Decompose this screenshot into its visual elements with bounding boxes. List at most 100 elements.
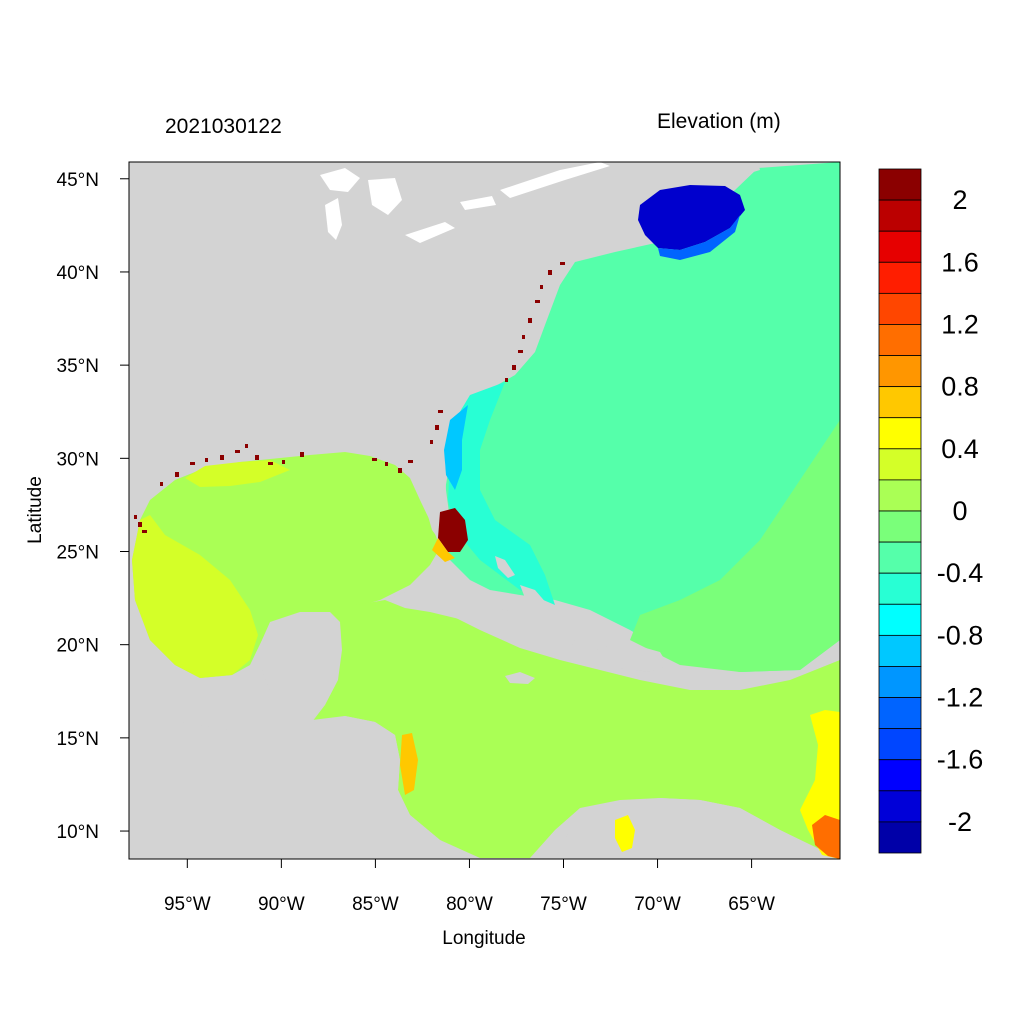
colorbar-segment bbox=[878, 261, 922, 294]
y-axis-label: Latitude bbox=[25, 476, 46, 544]
colorbar-segment bbox=[878, 417, 922, 450]
colorbar-segment bbox=[878, 230, 922, 263]
jamaica bbox=[505, 672, 535, 684]
surge-speck bbox=[518, 350, 523, 353]
colorbar-label: -0.8 bbox=[937, 620, 984, 650]
surge-speck bbox=[372, 458, 377, 461]
lat-tick-label: 20°N bbox=[57, 636, 99, 657]
lat-tick-label: 40°N bbox=[57, 263, 99, 284]
lat-tick-label: 15°N bbox=[57, 729, 99, 750]
lake-michigan bbox=[325, 198, 342, 240]
colorbar-label: -1.6 bbox=[937, 745, 984, 775]
bahamas bbox=[495, 556, 515, 578]
gulf-of-maine-edge bbox=[658, 215, 740, 260]
yucatan-peninsula bbox=[262, 612, 342, 728]
surge-speck bbox=[430, 440, 433, 444]
surge-speck bbox=[505, 378, 508, 382]
lake-erie bbox=[405, 222, 455, 243]
atlantic-ocean bbox=[442, 162, 840, 672]
latitude-ticks: 45°N 40°N 35°N 30°N 25°N 20°N 15°N 10°N bbox=[57, 170, 129, 843]
colorbar-labels: 2 1.6 1.2 0.8 0.4 0 -0.4 -0.8 -1.2 -1.6 -2 bbox=[937, 185, 984, 837]
surge-speck bbox=[190, 462, 195, 465]
surge-speck bbox=[134, 515, 137, 519]
surge-speck bbox=[282, 460, 285, 464]
sw-florida-surge bbox=[438, 508, 468, 552]
north-gulf-elevated bbox=[185, 460, 290, 487]
colorbar-segment bbox=[878, 603, 922, 636]
surge-speck bbox=[138, 522, 142, 527]
st-lawrence bbox=[500, 162, 610, 198]
surge-speck bbox=[512, 365, 516, 370]
surge-speck bbox=[398, 468, 402, 473]
colorbar-label: 1.6 bbox=[941, 247, 979, 277]
surge-speck bbox=[560, 262, 565, 265]
central-america bbox=[129, 716, 470, 859]
variable-title: Elevation (m) bbox=[657, 110, 781, 133]
lat-tick-label: 45°N bbox=[57, 170, 99, 191]
colorbar-segment bbox=[878, 666, 922, 698]
cuba bbox=[385, 590, 575, 648]
hispaniola bbox=[592, 645, 668, 672]
lon-tick-label: 70°W bbox=[634, 894, 681, 915]
longitude-ticks: 95°W 90°W 85°W 80°W 75°W 70°W 65°W bbox=[164, 859, 775, 915]
west-gulf-elevated bbox=[132, 515, 258, 678]
colorbar bbox=[878, 168, 922, 854]
lon-tick-label: 80°W bbox=[446, 894, 493, 915]
surge-speck bbox=[438, 410, 443, 413]
coastal-negative-band bbox=[448, 382, 555, 605]
lon-tick-label: 90°W bbox=[258, 894, 305, 915]
surge-speck bbox=[245, 444, 248, 448]
surge-speck bbox=[255, 455, 259, 460]
surge-speck bbox=[548, 270, 552, 275]
east-atlantic-band bbox=[630, 420, 840, 672]
surge-speck bbox=[268, 462, 273, 465]
colorbar-segment bbox=[878, 759, 922, 792]
surge-speck bbox=[408, 460, 413, 463]
lon-tick-label: 85°W bbox=[352, 894, 399, 915]
colorbar-segment bbox=[878, 572, 922, 605]
lat-tick-label: 30°N bbox=[57, 449, 99, 470]
colorbar-label: 0.4 bbox=[941, 434, 979, 464]
surge-speck bbox=[522, 335, 525, 339]
colorbar-segment bbox=[878, 697, 922, 730]
map-area bbox=[129, 162, 840, 859]
colorbar-segment bbox=[878, 386, 922, 419]
coastal-deeper-band bbox=[444, 405, 468, 490]
colorbar-segment bbox=[878, 324, 922, 356]
surge-speck bbox=[528, 318, 532, 323]
gulf-of-maine-low bbox=[638, 185, 745, 250]
bahamas-andros bbox=[520, 585, 548, 608]
colorbar-segment bbox=[878, 634, 922, 667]
colorbar-segment bbox=[878, 728, 922, 761]
lon-tick-label: 65°W bbox=[728, 894, 775, 915]
sw-florida-surge-edge bbox=[432, 538, 455, 562]
colorbar-segment bbox=[878, 821, 922, 854]
map-frame bbox=[128, 161, 841, 860]
colorbar-segment bbox=[878, 448, 922, 481]
lat-tick-label: 35°N bbox=[57, 356, 99, 377]
colorbar-segment bbox=[878, 355, 922, 388]
colorbar-segment bbox=[878, 541, 922, 574]
colorbar-segment bbox=[878, 292, 922, 325]
colorbar-segment bbox=[878, 790, 922, 823]
surge-speck bbox=[435, 425, 439, 430]
central-america-coast bbox=[400, 733, 418, 795]
colorbar-label: 1.2 bbox=[941, 309, 979, 339]
gulf-of-maine-land bbox=[700, 162, 760, 176]
colorbar-segment bbox=[878, 199, 922, 232]
caribbean-sea bbox=[312, 598, 840, 859]
colorbar-label: 0.8 bbox=[941, 372, 979, 402]
surge-speck bbox=[235, 450, 240, 453]
colorbar-label: 2 bbox=[952, 185, 967, 215]
surge-speck bbox=[142, 530, 147, 533]
colorbar-segment bbox=[878, 479, 922, 512]
x-axis-label: Longitude bbox=[442, 928, 525, 949]
surge-speck bbox=[535, 300, 540, 303]
colorbar-label: -0.4 bbox=[937, 558, 984, 588]
lon-tick-label: 75°W bbox=[540, 894, 587, 915]
timestamp-title: 2021030122 bbox=[165, 115, 282, 138]
surge-speck bbox=[175, 472, 179, 477]
colorbar-label: -2 bbox=[948, 807, 972, 837]
colorbar-label: -1.2 bbox=[937, 683, 984, 713]
